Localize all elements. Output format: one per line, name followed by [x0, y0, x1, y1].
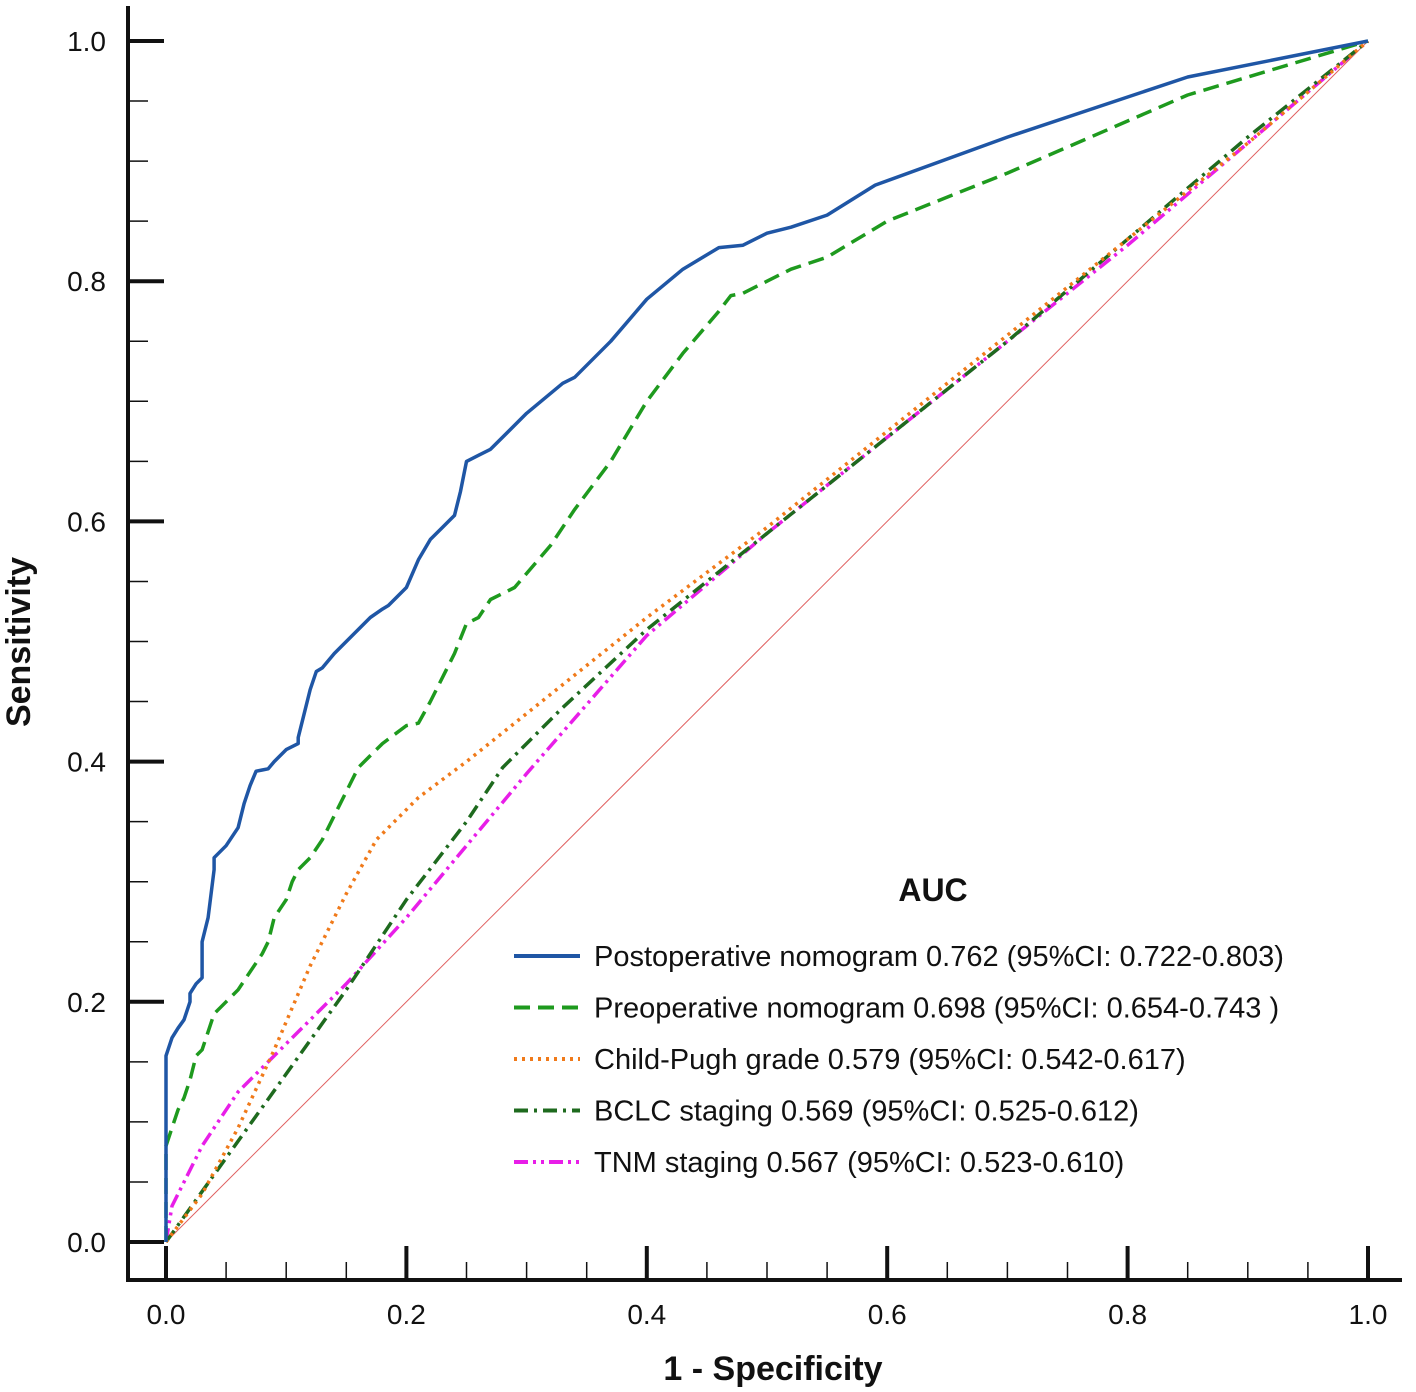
y-tick-label: 0.6: [67, 506, 106, 537]
legend-label-bclc-staging: BCLC staging 0.569 (95%CI: 0.525-0.612): [594, 1096, 1139, 1128]
tick-labels: 0.0 0.2 0.4 0.6 0.8 1.0 0.0 0.2 0.4 0.6 0.8 1.0: [67, 26, 1387, 1330]
reference-diagonal: [165, 40, 1369, 1243]
roc-curves: [164, 39, 1370, 1244]
x-tick-label: 0.2: [387, 1299, 426, 1330]
legend-label-postoperative-nomogram: Postoperative nomogram 0.762 (95%CI: 0.7…: [594, 941, 1284, 973]
chance-line: [165, 40, 1369, 1243]
legend-title: AUC: [898, 872, 967, 908]
roc-curve-postoperative-nomogram: [164, 39, 1369, 1242]
y-tick-label: 0.8: [67, 266, 106, 297]
axes: [126, 6, 1402, 1282]
legend-label-child-pugh-grade: Child-Pugh grade 0.579 (95%CI: 0.542-0.6…: [594, 1044, 1186, 1076]
x-tick-label: 0.6: [868, 1299, 907, 1330]
legend: AUC Postoperative nomogram 0.762 (95%CI:…: [514, 872, 1284, 1179]
y-tick-label: 0.4: [67, 747, 106, 778]
roc-curve-preoperative-nomogram: [164, 39, 1369, 1242]
roc-curve-tnm-staging: [164, 39, 1370, 1243]
y-tick-label: 1.0: [67, 26, 106, 57]
roc-curve-child-pugh-grade: [164, 39, 1370, 1244]
y-tick-label: 0.2: [67, 987, 106, 1018]
x-tick-label: 0.0: [147, 1299, 186, 1330]
legend-label-tnm-staging: TNM staging 0.567 (95%CI: 0.523-0.610): [594, 1147, 1124, 1179]
x-tick-label: 0.4: [627, 1299, 666, 1330]
x-tick-label: 0.8: [1108, 1299, 1147, 1330]
x-axis-title: 1 - Specificity: [663, 1350, 882, 1388]
y-tick-label: 0.0: [67, 1227, 106, 1258]
legend-label-preoperative-nomogram: Preoperative nomogram 0.698 (95%CI: 0.65…: [594, 993, 1279, 1025]
roc-curve-bclc-staging: [164, 39, 1370, 1244]
y-axis-title: Sensitivity: [0, 557, 38, 727]
x-tick-label: 1.0: [1349, 1299, 1388, 1330]
